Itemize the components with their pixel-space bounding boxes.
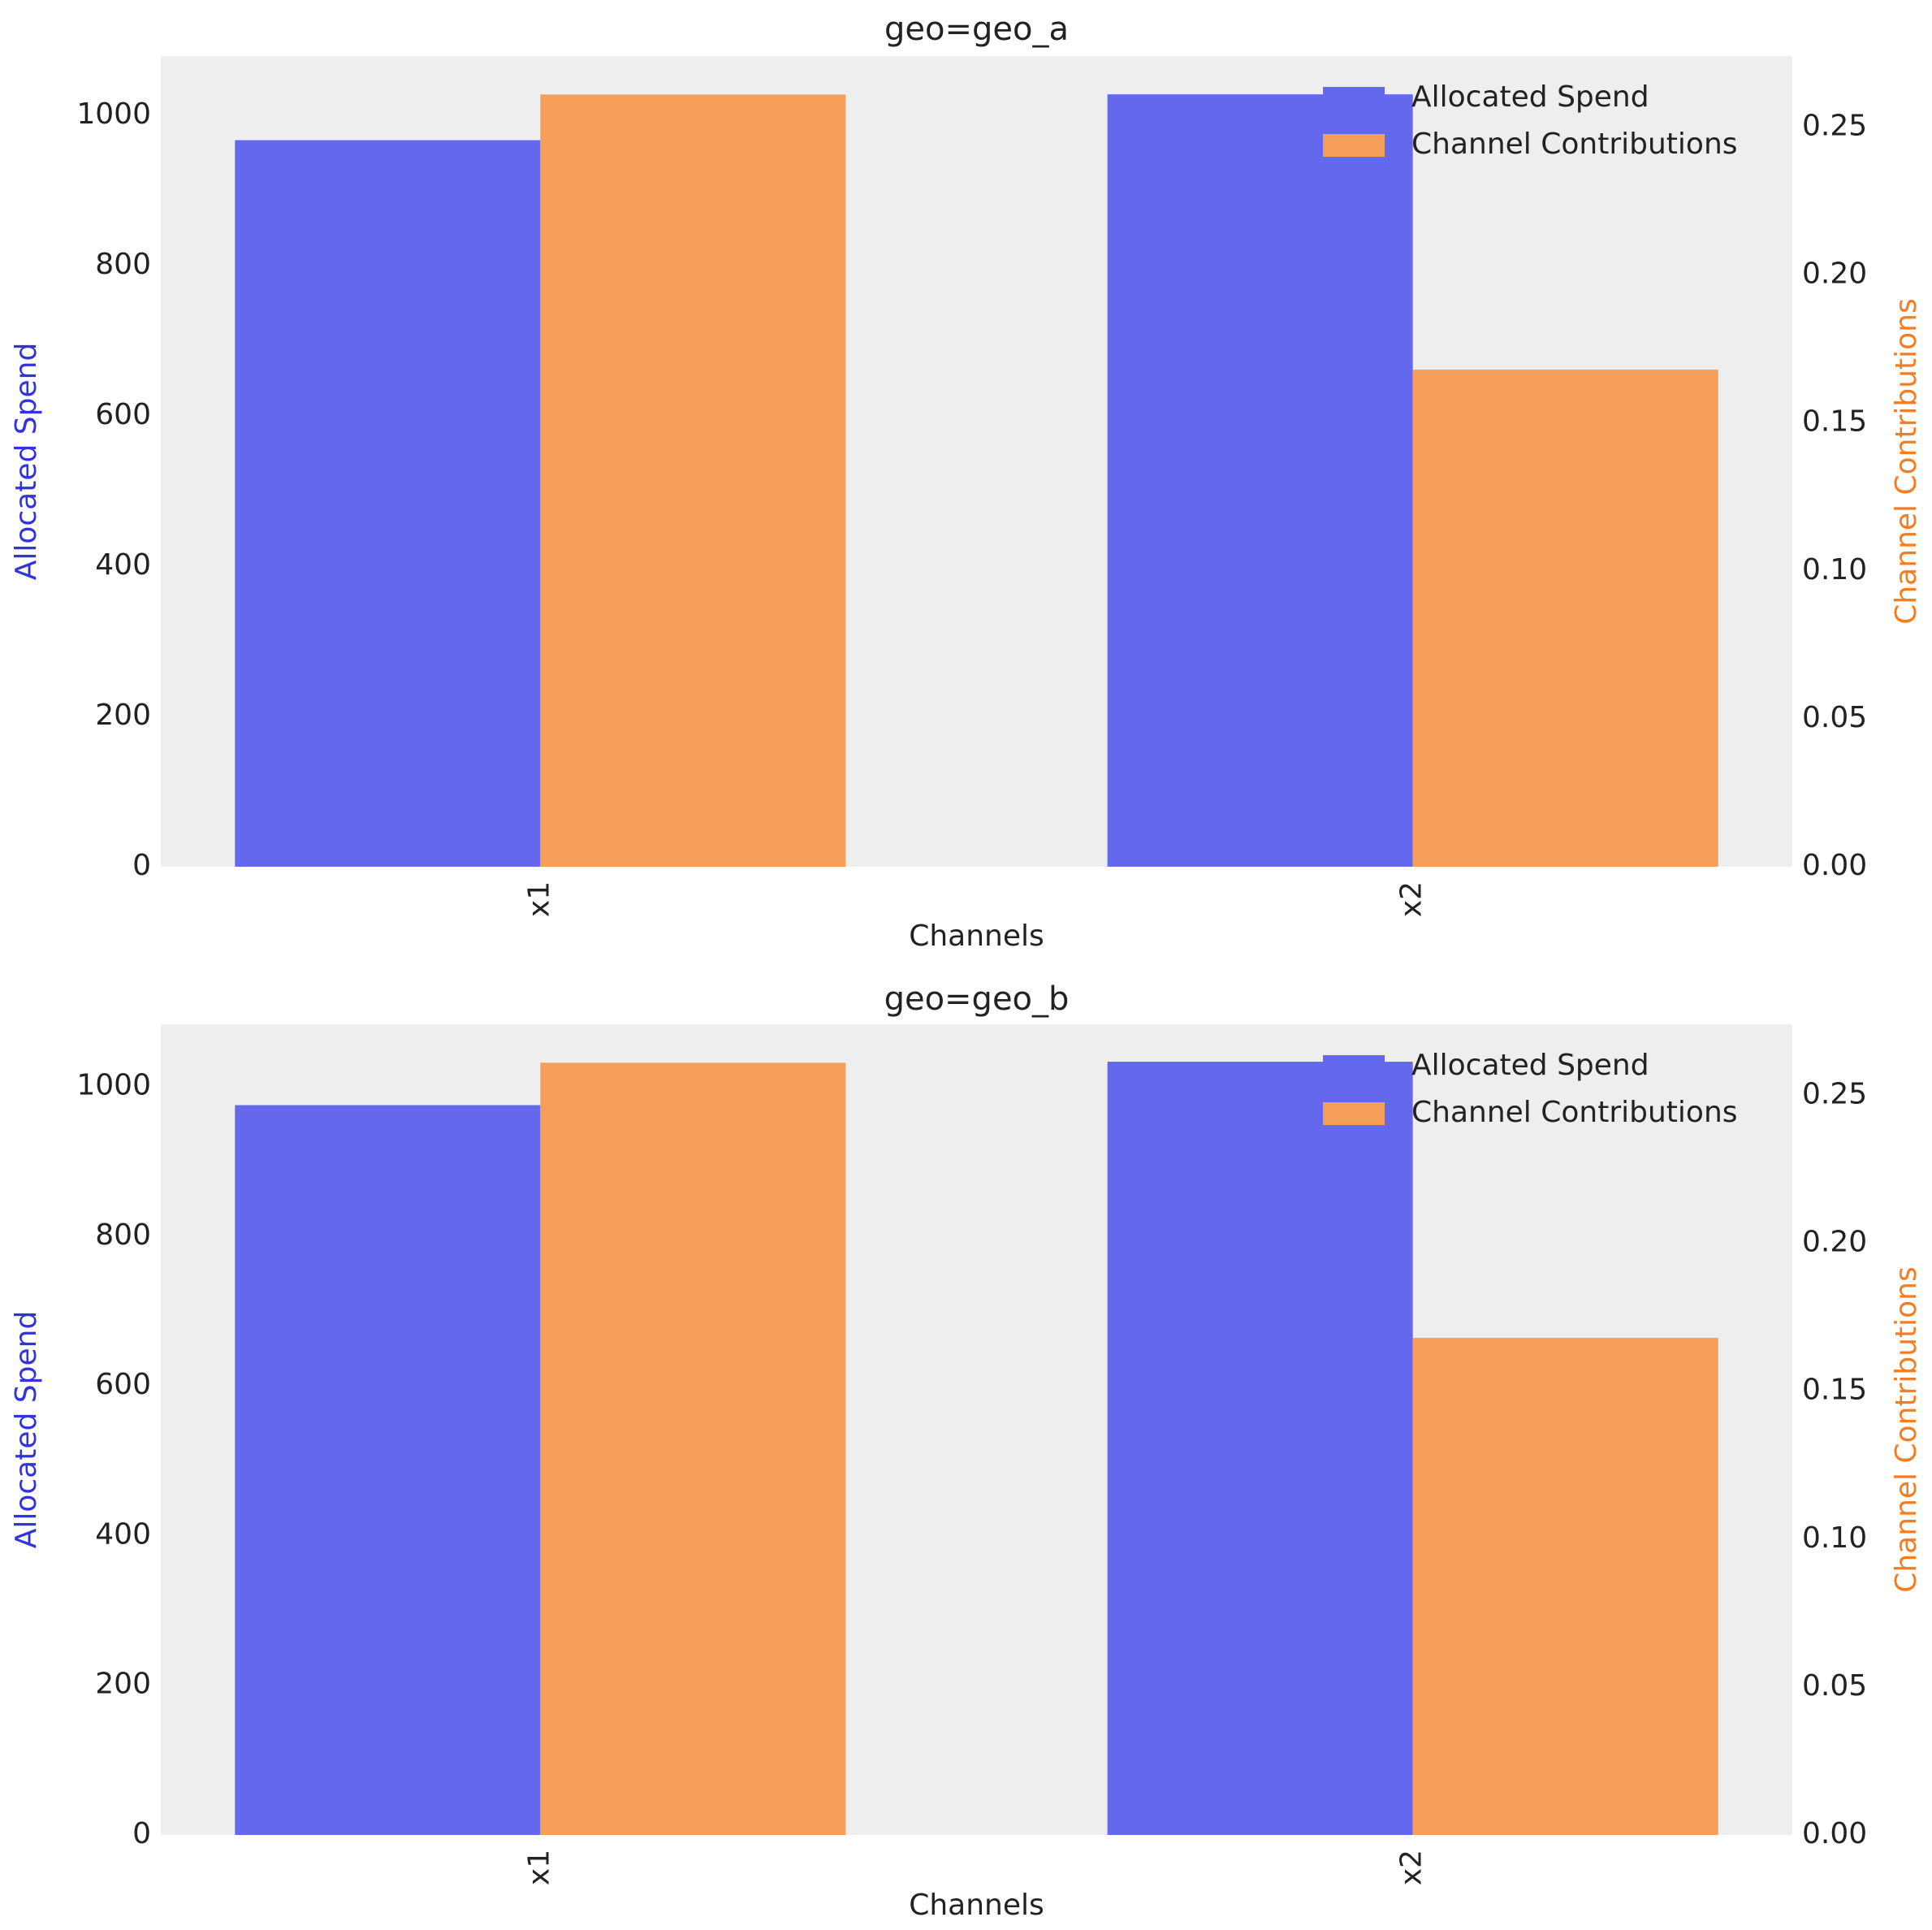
y-axis-label: Allocated Spend — [10, 343, 43, 581]
bar — [1107, 94, 1413, 868]
y2-tick-label: 0.25 — [1802, 109, 1867, 142]
y2-axis-label: Channel Contributions — [1890, 1266, 1923, 1593]
y2-axis-label: Channel Contributions — [1890, 298, 1923, 625]
y-tick-label: 600 — [95, 1368, 151, 1401]
bar — [235, 140, 541, 867]
y-tick-label: 400 — [95, 548, 151, 582]
bar — [1107, 1062, 1413, 1835]
y2-tick-label: 0.20 — [1802, 1226, 1867, 1259]
y2-tick-label: 0.15 — [1802, 1374, 1867, 1407]
y-tick-label: 0 — [132, 849, 151, 882]
x-tick-label: x1 — [522, 881, 555, 917]
y2-tick-label: 0.20 — [1802, 257, 1867, 291]
y-tick-label: 800 — [95, 1218, 151, 1252]
x-axis-label: Channels — [909, 1889, 1044, 1922]
legend-label: Allocated Spend — [1411, 1049, 1649, 1082]
legend-label: Allocated Spend — [1411, 80, 1649, 114]
x-tick-label: x2 — [1395, 881, 1428, 917]
bar — [235, 1105, 541, 1835]
y2-tick-label: 0.10 — [1802, 1521, 1867, 1555]
chart-title: geo=geo_a — [884, 11, 1069, 48]
y-axis-label: Allocated Spend — [10, 1311, 43, 1549]
legend-swatch — [1323, 1102, 1385, 1125]
x-tick-label: x1 — [522, 1850, 555, 1885]
y-tick-label: 1000 — [76, 97, 151, 131]
bar — [1412, 370, 1718, 867]
y-tick-label: 1000 — [76, 1068, 151, 1101]
x-axis-label: Channels — [909, 920, 1044, 953]
bar — [1412, 1338, 1718, 1835]
legend-swatch — [1323, 87, 1385, 110]
bar — [540, 1062, 846, 1835]
y2-tick-label: 0.25 — [1802, 1077, 1867, 1110]
y-tick-label: 600 — [95, 398, 151, 431]
y-tick-label: 200 — [95, 1668, 151, 1701]
x-tick-label: x2 — [1395, 1850, 1428, 1885]
legend-label: Channel Contributions — [1411, 1096, 1738, 1129]
y2-tick-label: 0.15 — [1802, 405, 1867, 439]
legend-label: Channel Contributions — [1411, 128, 1738, 161]
y-tick-label: 200 — [95, 699, 151, 732]
y-tick-label: 800 — [95, 248, 151, 281]
chart-title: geo=geo_b — [884, 980, 1070, 1018]
y2-tick-label: 0.05 — [1802, 1669, 1867, 1703]
y-tick-label: 0 — [132, 1817, 151, 1850]
legend-swatch — [1323, 1055, 1385, 1078]
y2-tick-label: 0.05 — [1802, 701, 1867, 734]
legend-swatch — [1323, 134, 1385, 157]
y-tick-label: 400 — [95, 1517, 151, 1551]
y2-tick-label: 0.10 — [1802, 553, 1867, 586]
bar — [540, 94, 846, 868]
y2-tick-label: 0.00 — [1802, 1817, 1867, 1850]
y2-tick-label: 0.00 — [1802, 849, 1867, 882]
